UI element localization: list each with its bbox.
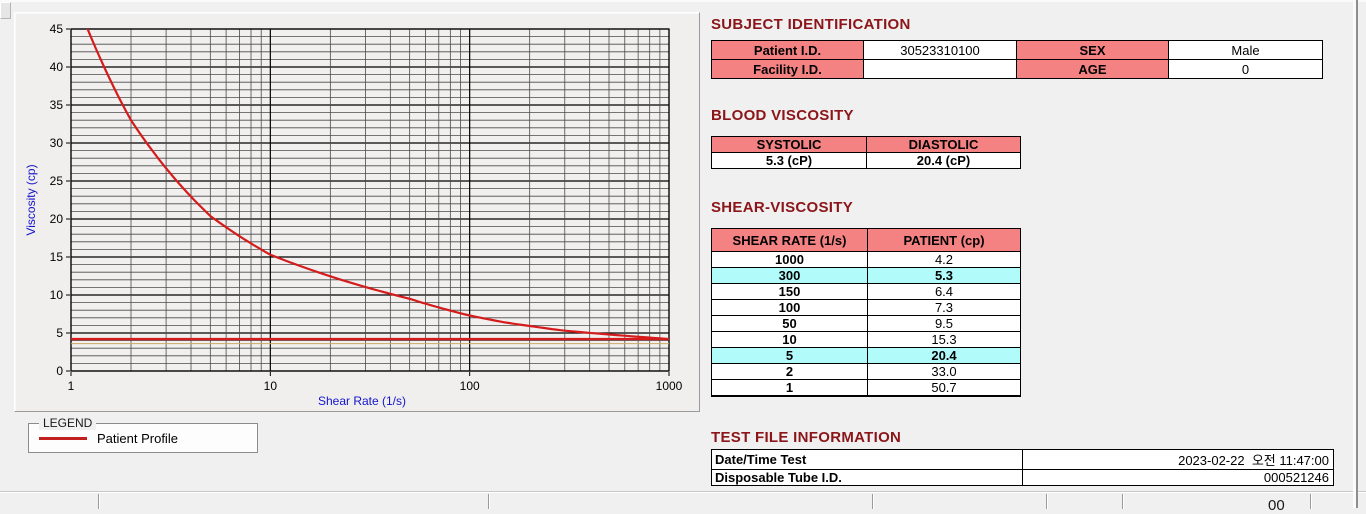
x-axis-label: Shear Rate (1/s) [318,394,406,408]
patient-profile-curve [86,29,669,341]
legend-series-label: Patient Profile [97,431,178,446]
shear-data-row[interactable]: 100 7.3 [711,299,1021,316]
shear-viscosity-title: SHEAR-VISCOSITY [711,199,854,216]
status-bar-separator [488,494,490,509]
subject-row: Facility I.D. AGE 0 [711,59,1323,79]
patient-viscosity-cell: 50.7 [867,379,1021,397]
subject-field-label: SEX [1016,40,1169,60]
subject-field-value: Male [1168,40,1323,60]
pane-divider-highlight [1353,0,1356,508]
plot-area [71,29,669,371]
patient-viscosity-cell: 5.3 [867,267,1021,284]
y-tick-label: 20 [50,212,64,226]
test-file-information-table: Date/Time Test 2023-02-22 오전 11:47:00 Disp… [711,449,1334,486]
blood-viscosity-title: BLOOD VISCOSITY [711,107,854,124]
y-tick-label: 10 [50,288,64,302]
status-bar-separator [1122,494,1124,509]
shear-viscosity-chart: 0 5 10 15 20 25 30 35 40 45 1 10 100 1000 Shear Rate (… [24,22,683,408]
shear-rate-cell: 1 [711,379,868,397]
test-file-label: Disposable Tube I.D. [711,469,1023,486]
blood-header-row: SYSTOLIC DIASTOLIC [711,136,1021,153]
shear-rate-cell: 300 [711,267,868,284]
legend-entry: Patient Profile [39,431,178,446]
x-tick-label: 100 [460,379,480,393]
subject-field-value: 0 [1168,59,1323,79]
shear-data-row[interactable]: 1000 4.2 [711,251,1021,268]
subject-identification-title: SUBJECT IDENTIFICATION [711,16,911,33]
patient-viscosity-cell: 33.0 [867,363,1021,380]
subject-field-label: Facility I.D. [711,59,864,79]
y-tick-label: 25 [50,174,64,188]
x-tick-label: 10 [264,379,278,393]
test-file-row: Date/Time Test 2023-02-22 오전 11:47:00 [711,449,1334,470]
shear-rate-cell: 150 [711,283,868,300]
patient-viscosity-cell: 6.4 [867,283,1021,300]
shear-data-row[interactable]: 2 33.0 [711,363,1021,380]
pane-divider [1356,0,1358,508]
y-tick-label: 0 [56,364,63,378]
shear-rate-cell: 10 [711,331,868,348]
shear-rate-cell: 100 [711,299,868,316]
blood-viscosity-table: SYSTOLIC DIASTOLIC 5.3 (cP) 20.4 (cP) [711,136,1021,169]
patient-viscosity-cell: 15.3 [867,331,1021,348]
patient-profile-line-swatch [39,437,87,440]
y-tick-label: 45 [50,22,64,36]
test-file-value: 000521246 [1022,469,1334,486]
blood-column-header: SYSTOLIC [711,136,867,153]
shear-rate-cell: 2 [711,363,868,380]
test-file-label: Date/Time Test [711,449,1023,470]
status-bar-separator [872,494,874,509]
y-axis-label: Viscosity (cp) [24,164,38,235]
shear-column-header: SHEAR RATE (1/s) [711,228,868,252]
x-tick-label: 1000 [656,379,683,393]
y-tick-label: 30 [50,136,64,150]
subject-field-label: AGE [1016,59,1169,79]
status-bar: 00 [0,492,1366,514]
test-file-value: 2023-02-22 오전 11:47:00 [1022,449,1334,470]
shear-column-header: PATIENT (cp) [867,228,1021,252]
subject-field-value: 30523310100 [863,40,1017,60]
legend-caption: LEGEND [39,416,97,430]
subject-field-value [863,59,1017,79]
status-bar-separator [98,494,100,509]
plot-border [70,28,670,372]
shear-data-row[interactable]: 150 6.4 [711,283,1021,300]
y-tick-label: 35 [50,98,64,112]
status-bar-clipped-text: 00 [1268,497,1285,514]
shear-rate-cell: 5 [711,347,868,364]
shear-data-row[interactable]: 300 5.3 [711,267,1021,284]
subject-row: Patient I.D. 30523310100 SEX Male [711,40,1323,60]
patient-viscosity-cell: 4.2 [867,251,1021,268]
y-tick-label: 5 [56,326,63,340]
shear-rate-cell: 1000 [711,251,868,268]
subject-identification-table: Patient I.D. 30523310100 SEX Male Facility I… [711,40,1323,79]
plot-data-layer [71,29,669,345]
window-corner-fragment [0,2,11,19]
patient-viscosity-cell: 9.5 [867,315,1021,332]
blood-viscosity-value: 20.4 (cP) [866,152,1021,169]
test-file-row: Disposable Tube I.D. 000521246 [711,469,1334,486]
status-bar-separator [1310,494,1312,509]
window-top-highlight [0,0,1366,2]
patient-viscosity-cell: 7.3 [867,299,1021,316]
shear-viscosity-table: SHEAR RATE (1/s) PATIENT (cp) 1000 4.2 300 5.… [711,228,1021,397]
patient-viscosity-cell: 20.4 [867,347,1021,364]
shear-data-row[interactable]: 5 20.4 [711,347,1021,364]
legend-box: LEGEND Patient Profile [28,416,258,453]
shear-data-row[interactable]: 10 15.3 [711,331,1021,348]
status-bar-separator [1046,494,1048,509]
blood-column-header: DIASTOLIC [866,136,1021,153]
test-file-information-title: TEST FILE INFORMATION [711,429,902,446]
subject-field-label: Patient I.D. [711,40,864,60]
shear-header-row: SHEAR RATE (1/s) PATIENT (cp) [711,228,1021,252]
viscosity-chart-panel: 0 5 10 15 20 25 30 35 40 45 1 10 100 1000 Shear Rate (… [14,12,700,412]
y-tick-label: 40 [50,60,64,74]
shear-rate-cell: 50 [711,315,868,332]
blood-value-row: 5.3 (cP) 20.4 (cP) [711,152,1021,169]
x-tick-label: 1 [68,379,75,393]
shear-data-row[interactable]: 1 50.7 [711,379,1021,397]
y-tick-label: 15 [50,250,64,264]
shear-data-row[interactable]: 50 9.5 [711,315,1021,332]
blood-viscosity-value: 5.3 (cP) [711,152,867,169]
